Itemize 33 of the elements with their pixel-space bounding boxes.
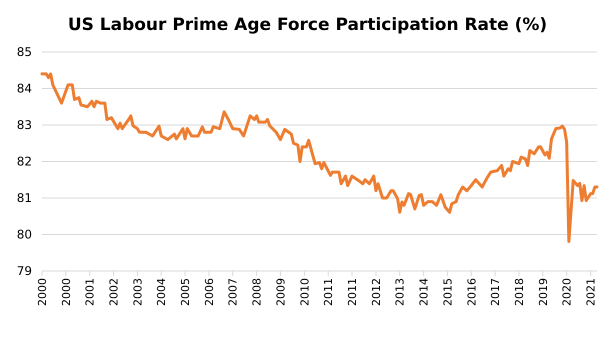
x-tick-label: 2017 [489,278,502,306]
x-tick-label: 2020 [560,278,574,306]
x-tick-label: 2014 [418,278,431,306]
y-tick-label: 80 [16,228,32,242]
x-tick-label: 2004 [155,278,168,306]
chart-title: US Labour Prime Age Force Participation Rate (%) [68,15,548,35]
x-tick-label: 2009 [274,278,288,306]
x-tick-label: 2012 [370,278,383,306]
x-tick-label: 2015 [441,278,454,306]
x-tick-label: 2011 [322,278,336,306]
x-tick-label: 2000 [36,278,49,306]
x-tick-label: 2000 [60,278,73,306]
y-tick-label: 82 [16,154,32,168]
x-tick-label: 2018 [512,278,526,306]
x-tick-label: 2001 [84,278,97,306]
y-tick-label: 84 [16,82,32,96]
x-tick-label: 2002 [108,278,121,306]
x-tick-label: 2003 [131,278,144,306]
x-tick-label: 2010 [298,278,312,306]
x-tick-label: 2011 [346,278,360,306]
line-series [40,72,598,243]
x-tick-label: 2016 [465,278,478,306]
x-tick-label: 2019 [536,278,550,306]
y-tick-label: 83 [16,118,32,132]
x-tick-label: 2008 [250,278,264,306]
x-tick-label: 2013 [394,278,407,306]
y-tick-label: 81 [16,191,32,205]
x-tick-label: 2005 [179,278,192,306]
x-tick-label: 2021 [584,278,598,306]
x-tick-label: 2006 [202,278,216,306]
y-tick-label: 79 [16,264,32,278]
x-tick-label: 2007 [226,278,240,306]
y-tick-label: 85 [16,45,32,59]
